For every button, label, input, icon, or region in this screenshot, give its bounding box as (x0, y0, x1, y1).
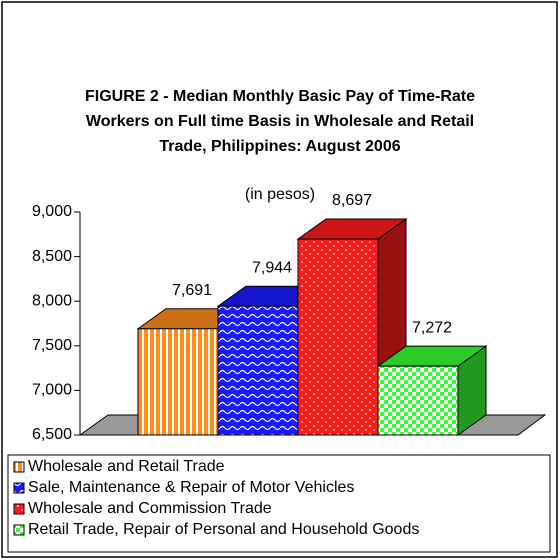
y-tick-label: 8,000 (32, 292, 72, 309)
y-tick-label: 8,500 (32, 248, 72, 265)
value-label: 8,697 (332, 192, 372, 209)
value-label: 7,272 (412, 319, 452, 336)
y-tick-label: 7,000 (32, 382, 72, 399)
value-label: 7,691 (172, 282, 212, 299)
chart-subtitle: (in pesos) (244, 186, 316, 203)
bar (297, 238, 379, 436)
legend-swatch (13, 503, 25, 515)
value-label: 7,944 (252, 259, 292, 276)
legend-swatch (13, 482, 25, 494)
y-tick-label: 7,500 (32, 337, 72, 354)
bar (377, 365, 459, 436)
legend-label: Wholesale and Retail Trade (28, 458, 225, 475)
legend-label: Sale, Maintenance & Repair of Motor Vehi… (28, 479, 354, 496)
legend (7, 454, 551, 553)
legend-swatch (13, 524, 25, 536)
y-tick-label: 6,500 (32, 426, 72, 443)
legend-label: Wholesale and Commission Trade (28, 500, 272, 517)
chart-title: FIGURE 2 - Median Monthly Basic Pay of T… (85, 88, 475, 155)
legend-swatch (13, 461, 25, 473)
y-tick-label: 9,000 (32, 203, 72, 220)
bar (217, 305, 299, 436)
legend-label: Retail Trade, Repair of Personal and Hou… (28, 521, 419, 538)
bar (137, 328, 219, 436)
